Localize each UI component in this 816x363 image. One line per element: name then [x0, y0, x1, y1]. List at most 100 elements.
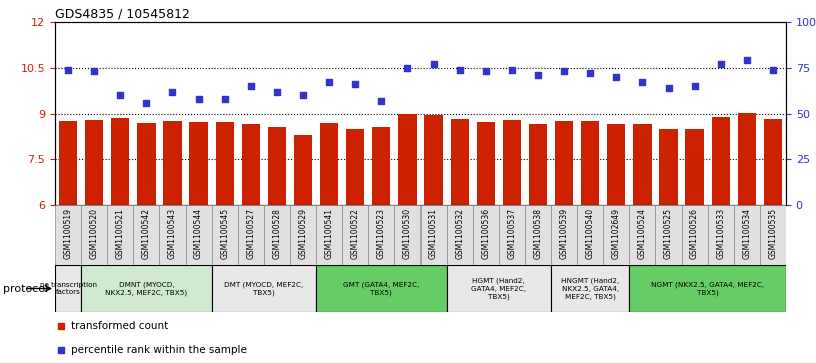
Bar	[85, 119, 104, 205]
Point	[453, 67, 466, 73]
Bar	[633, 124, 651, 205]
Bar	[372, 127, 391, 205]
Point	[662, 85, 675, 91]
Bar	[685, 129, 703, 205]
Bar	[551, 265, 629, 312]
Point	[427, 61, 440, 67]
Bar	[111, 118, 130, 205]
Bar	[107, 205, 133, 265]
Bar	[211, 205, 237, 265]
Bar	[424, 115, 443, 205]
Bar	[185, 205, 211, 265]
Text: GSM1100534: GSM1100534	[743, 208, 752, 259]
Point	[244, 83, 257, 89]
Point	[740, 57, 753, 63]
Text: GSM1100538: GSM1100538	[534, 208, 543, 259]
Point	[55, 347, 68, 353]
Text: GSM1100532: GSM1100532	[455, 208, 464, 259]
Point	[766, 67, 779, 73]
Bar	[581, 121, 599, 205]
Bar	[294, 135, 313, 205]
Bar	[477, 122, 495, 205]
Text: GSM1100520: GSM1100520	[90, 208, 99, 259]
Bar	[738, 113, 756, 205]
Bar	[629, 265, 786, 312]
Text: GSM1100526: GSM1100526	[690, 208, 699, 259]
Text: GSM1100522: GSM1100522	[351, 208, 360, 259]
Bar	[59, 121, 78, 205]
Point	[55, 323, 68, 329]
Text: GSM1100524: GSM1100524	[638, 208, 647, 259]
Bar	[760, 205, 786, 265]
Bar	[346, 129, 365, 205]
Text: no transcription
factors: no transcription factors	[39, 282, 96, 295]
Text: GMT (GATA4, MEF2C,
TBX5): GMT (GATA4, MEF2C, TBX5)	[344, 281, 419, 296]
Bar	[446, 265, 551, 312]
Text: percentile rank within the sample: percentile rank within the sample	[71, 345, 247, 355]
Bar	[764, 119, 782, 205]
Point	[688, 83, 701, 89]
Bar	[189, 122, 208, 205]
Point	[401, 65, 414, 71]
Point	[505, 67, 518, 73]
Bar	[320, 123, 339, 205]
Point	[557, 69, 570, 74]
Bar	[159, 205, 185, 265]
Point	[714, 61, 727, 67]
Point	[87, 69, 100, 74]
Text: GSM1100531: GSM1100531	[429, 208, 438, 259]
Text: GSM1100545: GSM1100545	[220, 208, 229, 259]
Bar	[450, 119, 469, 205]
Point	[61, 67, 74, 73]
Text: GSM1100530: GSM1100530	[403, 208, 412, 259]
Point	[218, 96, 231, 102]
Text: GSM1100533: GSM1100533	[716, 208, 725, 259]
Point	[375, 98, 388, 103]
Text: DMNT (MYOCD,
NKX2.5, MEF2C, TBX5): DMNT (MYOCD, NKX2.5, MEF2C, TBX5)	[105, 281, 188, 296]
Text: GSM1100543: GSM1100543	[168, 208, 177, 259]
Bar	[629, 205, 655, 265]
Text: GSM1100540: GSM1100540	[586, 208, 595, 259]
Bar	[472, 205, 499, 265]
Bar	[215, 122, 234, 205]
Point	[192, 96, 205, 102]
Bar	[603, 205, 629, 265]
Bar	[707, 205, 734, 265]
Point	[296, 92, 309, 98]
Bar	[163, 121, 182, 205]
Bar	[81, 205, 107, 265]
Text: HNGMT (Hand2,
NKX2.5, GATA4,
MEF2C, TBX5): HNGMT (Hand2, NKX2.5, GATA4, MEF2C, TBX5…	[561, 277, 619, 299]
Bar	[525, 205, 551, 265]
Text: GDS4835 / 10545812: GDS4835 / 10545812	[55, 8, 190, 21]
Point	[113, 92, 126, 98]
Text: GSM1100527: GSM1100527	[246, 208, 255, 259]
Point	[166, 89, 179, 94]
Bar	[264, 205, 290, 265]
Text: DMT (MYOCD, MEF2C,
TBX5): DMT (MYOCD, MEF2C, TBX5)	[224, 281, 304, 296]
Bar	[316, 265, 446, 312]
Bar	[55, 205, 81, 265]
Bar	[368, 205, 394, 265]
Text: GSM1100544: GSM1100544	[194, 208, 203, 259]
Bar	[55, 265, 81, 312]
Point	[583, 70, 596, 76]
Bar	[81, 265, 211, 312]
Point	[270, 89, 283, 94]
Bar	[607, 124, 625, 205]
Text: transformed count: transformed count	[71, 321, 168, 331]
Text: GSM1100541: GSM1100541	[325, 208, 334, 259]
Bar	[133, 205, 159, 265]
Bar	[342, 205, 368, 265]
Bar	[237, 205, 264, 265]
Text: GSM1100528: GSM1100528	[273, 208, 282, 259]
Point	[140, 99, 153, 105]
Point	[479, 69, 492, 74]
Text: GSM1100537: GSM1100537	[508, 208, 517, 259]
Bar	[290, 205, 316, 265]
Bar	[268, 127, 286, 205]
Bar	[446, 205, 472, 265]
Point	[348, 81, 361, 87]
Point	[636, 79, 649, 85]
Bar	[316, 205, 342, 265]
Bar	[734, 205, 760, 265]
